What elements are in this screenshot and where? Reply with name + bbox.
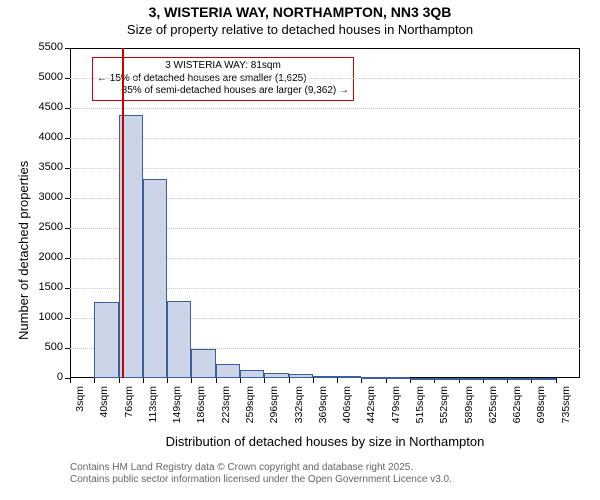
ytick [65,258,70,259]
ytick-label: 500 [28,341,63,353]
histogram-bar [531,378,555,380]
ytick-label: 5500 [28,41,63,53]
histogram-bar [191,349,215,378]
histogram-bar [216,364,240,378]
xtick-label: 149sqm [171,386,183,440]
xtick [191,378,192,383]
histogram-bar [434,378,458,380]
xtick-label: 735sqm [560,386,572,440]
xtick-label: 76sqm [123,386,135,440]
histogram-bar [264,373,288,378]
xtick [337,378,338,383]
xtick-label: 186sqm [195,386,207,440]
histogram-bar [143,179,167,378]
ytick [65,138,70,139]
ytick [65,348,70,349]
annotation-line-3: 85% of semi-detached houses are larger (… [97,85,349,98]
ytick-label: 4500 [28,101,63,113]
ytick [65,48,70,49]
histogram-bar [289,374,313,378]
xtick-label: 515sqm [414,386,426,440]
xtick [70,378,71,383]
reference-line [122,48,124,378]
title-line-2: Size of property relative to detached ho… [0,22,600,37]
gridline [70,138,580,139]
xtick [143,378,144,383]
histogram-bar [167,301,191,378]
xtick-label: 442sqm [365,386,377,440]
credit-line-1: Contains HM Land Registry data © Crown c… [70,462,413,474]
xtick [313,378,314,383]
xtick-label: 662sqm [511,386,523,440]
xtick-label: 625sqm [487,386,499,440]
ytick-label: 3500 [28,161,63,173]
ytick [65,228,70,229]
ytick [65,198,70,199]
xtick [240,378,241,383]
gridline [70,168,580,169]
xtick [264,378,265,383]
histogram-bar [361,377,385,379]
xtick-label: 223sqm [220,386,232,440]
xtick [167,378,168,383]
xtick-label: 40sqm [98,386,110,440]
histogram-bar [459,378,483,380]
xtick-label: 406sqm [341,386,353,440]
ytick-label: 3000 [28,191,63,203]
credit-line-2: Contains public sector information licen… [70,474,452,486]
xtick-label: 296sqm [268,386,280,440]
xtick-label: 113sqm [147,386,159,440]
histogram-bar [507,378,531,380]
xtick-label: 479sqm [390,386,402,440]
ytick-label: 5000 [28,71,63,83]
histogram-bar [386,377,410,379]
ytick [65,288,70,289]
xtick [119,378,120,383]
title-line-1: 3, WISTERIA WAY, NORTHAMPTON, NN3 3QB [0,4,600,20]
xtick-label: 259sqm [244,386,256,440]
chart-container: 3, WISTERIA WAY, NORTHAMPTON, NN3 3QB Si… [0,0,600,500]
ytick-label: 1000 [28,311,63,323]
ytick [65,168,70,169]
xtick-label: 552sqm [438,386,450,440]
histogram-bar [483,378,507,380]
annotation-line-1: 3 WISTERIA WAY: 81sqm [97,60,349,73]
xtick [556,378,557,383]
ytick [65,318,70,319]
histogram-bar [94,302,118,378]
xtick-label: 589sqm [463,386,475,440]
histogram-bar [313,376,337,378]
xtick-label: 698sqm [535,386,547,440]
xtick-label: 332sqm [293,386,305,440]
histogram-bar [410,378,434,380]
ytick-label: 0 [28,371,63,383]
histogram-bar [240,370,264,378]
xtick [289,378,290,383]
xtick-label: 3sqm [74,386,86,440]
xtick-label: 369sqm [317,386,329,440]
ytick-label: 4000 [28,131,63,143]
ytick-label: 1500 [28,281,63,293]
ytick-label: 2000 [28,251,63,263]
histogram-bar [337,376,361,378]
xtick [216,378,217,383]
gridline [70,108,580,109]
gridline [70,78,580,79]
ytick [65,108,70,109]
ytick-label: 2500 [28,221,63,233]
ytick [65,78,70,79]
xtick [94,378,95,383]
